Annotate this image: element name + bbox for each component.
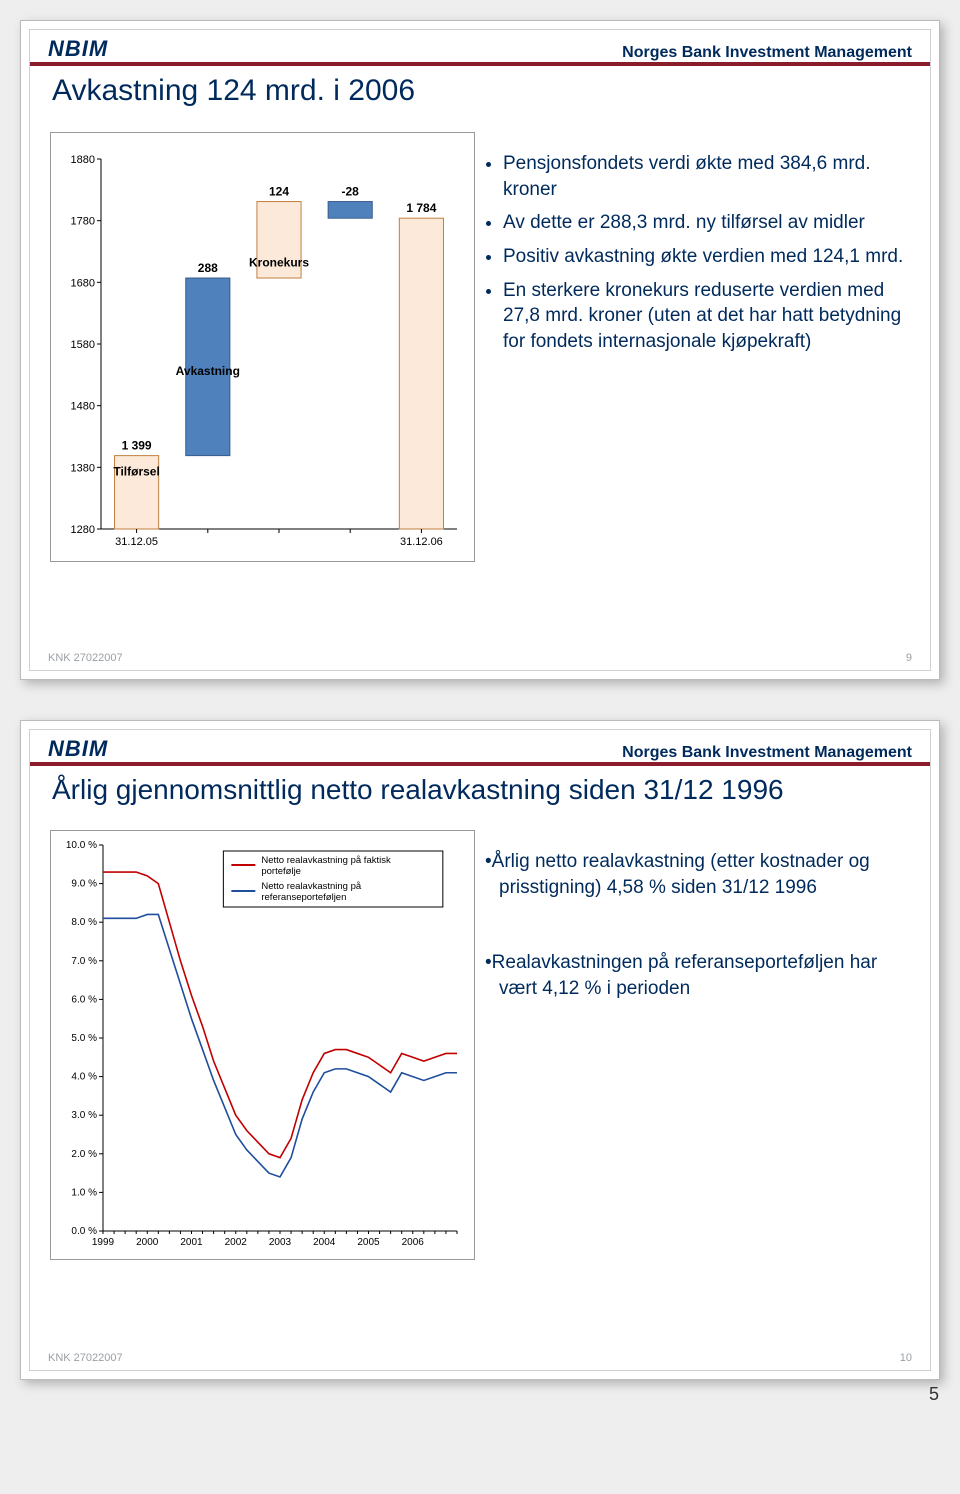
header: NBIM Norges Bank Investment Management <box>30 730 930 766</box>
svg-text:1480: 1480 <box>71 401 95 413</box>
svg-text:2004: 2004 <box>313 1237 336 1248</box>
slide1-bullets: Pensjonsfondets verdi økte med 384,6 mrd… <box>485 151 910 354</box>
svg-text:288: 288 <box>198 261 218 275</box>
svg-text:1380: 1380 <box>71 462 95 474</box>
svg-text:referanseporteføljen: referanseporteføljen <box>261 892 346 903</box>
svg-text:1999: 1999 <box>92 1237 115 1248</box>
slide2-chart-container: 0.0 % 1.0 % 2.0 % 3.0 % 4.0 % 5.0 % 6.0 % 7.0 %… <box>50 830 475 1370</box>
svg-text:5.0 %: 5.0 % <box>71 1033 97 1044</box>
footer-right: 9 <box>906 652 912 664</box>
footer-right: 10 <box>900 1352 912 1364</box>
svg-text:-28: -28 <box>342 185 360 199</box>
svg-text:2003: 2003 <box>269 1237 292 1248</box>
header: NBIM Norges Bank Investment Management <box>30 30 930 66</box>
svg-text:2006: 2006 <box>402 1237 425 1248</box>
svg-text:2.0 %: 2.0 % <box>71 1149 97 1160</box>
svg-text:2005: 2005 <box>357 1237 380 1248</box>
svg-text:8.0 %: 8.0 % <box>71 917 97 928</box>
bullet-item: •Realavkastningen på referanseportefølje… <box>485 950 910 1001</box>
svg-text:2001: 2001 <box>180 1237 203 1248</box>
slide1-title: Avkastning 124 mrd. i 2006 <box>52 74 930 108</box>
svg-text:1 784: 1 784 <box>406 201 436 215</box>
slide-1: NBIM Norges Bank Investment Management A… <box>20 20 940 680</box>
svg-text:124: 124 <box>269 185 289 199</box>
svg-text:Netto realavkastning på faktis: Netto realavkastning på faktisk <box>261 855 391 866</box>
bullet-item: •Årlig netto realavkastning (etter kostn… <box>485 849 910 900</box>
slide1-footer: KNK 27022007 9 <box>48 652 912 664</box>
footer-left: KNK 27022007 <box>48 652 123 664</box>
svg-text:Netto realavkastning på: Netto realavkastning på <box>261 881 362 892</box>
svg-text:9.0 %: 9.0 % <box>71 879 97 890</box>
svg-text:10.0 %: 10.0 % <box>66 840 97 851</box>
org-name: Norges Bank Investment Management <box>622 744 912 762</box>
slide-2: NBIM Norges Bank Investment Management Å… <box>20 720 940 1380</box>
line-chart: 0.0 % 1.0 % 2.0 % 3.0 % 4.0 % 5.0 % 6.0 % 7.0 %… <box>55 835 465 1255</box>
svg-text:1780: 1780 <box>71 216 95 228</box>
svg-text:2002: 2002 <box>225 1237 248 1248</box>
svg-text:1680: 1680 <box>71 277 95 289</box>
slide1-chart-container: 1280 1380 1480 1580 1680 1780 1880 1 399 Tilførs… <box>50 132 475 672</box>
svg-text:31.12.05: 31.12.05 <box>115 536 158 548</box>
svg-text:2000: 2000 <box>136 1237 159 1248</box>
logo: NBIM <box>48 36 108 62</box>
slide2-bullets-bottom: •Realavkastningen på referanseportefølje… <box>485 950 910 1001</box>
logo: NBIM <box>48 736 108 762</box>
svg-text:1.0 %: 1.0 % <box>71 1187 97 1198</box>
org-name: Norges Bank Investment Management <box>622 44 912 62</box>
svg-text:1580: 1580 <box>71 339 95 351</box>
svg-text:Kronekurs: Kronekurs <box>249 255 309 269</box>
page-number: 5 <box>929 1384 939 1405</box>
svg-text:Avkastning: Avkastning <box>176 364 240 378</box>
svg-text:4.0 %: 4.0 % <box>71 1072 97 1083</box>
svg-text:0.0 %: 0.0 % <box>71 1226 97 1237</box>
slide2-title: Årlig gjennomsnittlig netto realavkastni… <box>52 774 930 806</box>
svg-text:31.12.06: 31.12.06 <box>400 536 443 548</box>
slide2-footer: KNK 27022007 10 <box>48 1352 912 1364</box>
bullet-item: Av dette er 288,3 mrd. ny tilførsel av m… <box>503 210 910 236</box>
svg-text:3.0 %: 3.0 % <box>71 1110 97 1121</box>
waterfall-chart: 1280 1380 1480 1580 1680 1780 1880 1 399 Tilførs… <box>55 137 465 557</box>
bullet-item: En sterkere kronekurs reduserte verdien … <box>503 278 910 355</box>
bullet-item: Positiv avkastning økte verdien med 124,… <box>503 244 910 270</box>
svg-text:7.0 %: 7.0 % <box>71 956 97 967</box>
svg-text:Tilførsel: Tilførsel <box>113 464 159 478</box>
bullet-item: Pensjonsfondets verdi økte med 384,6 mrd… <box>503 151 910 202</box>
svg-text:6.0 %: 6.0 % <box>71 994 97 1005</box>
footer-left: KNK 27022007 <box>48 1352 123 1364</box>
svg-text:portefølje: portefølje <box>261 866 301 877</box>
svg-text:1880: 1880 <box>71 154 95 166</box>
svg-text:1280: 1280 <box>71 524 95 536</box>
slide2-bullets-top: •Årlig netto realavkastning (etter kostn… <box>485 849 910 900</box>
svg-text:1 399: 1 399 <box>122 439 152 453</box>
